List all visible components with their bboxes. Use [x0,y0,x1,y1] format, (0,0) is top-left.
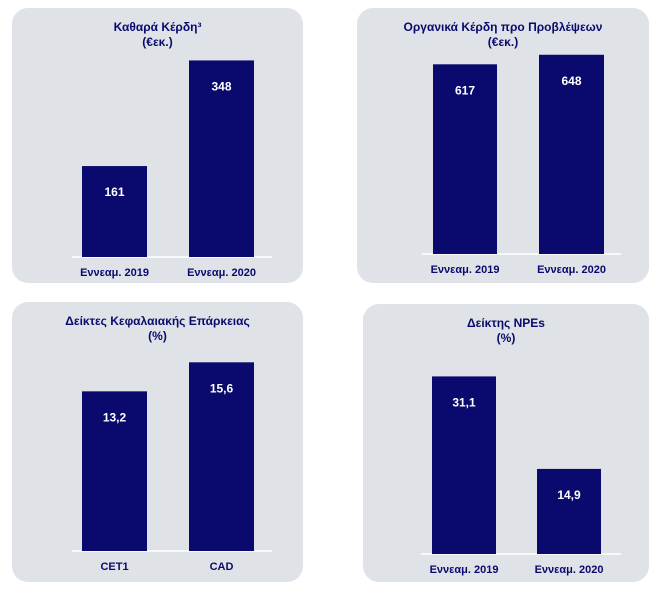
bar-value-label: 161 [104,185,124,199]
bar-value-label: 14,9 [557,488,581,502]
bar-value-label: 617 [455,83,475,97]
bar-value-label: 348 [211,79,231,93]
chart-title-text: Οργανικά Κέρδη προ Προβλέψεων [403,20,603,34]
chart-panel-capital-adequacy: Δείκτες Κεφαλαιακής Επάρκειας (%) 13,2 CE… [12,302,303,582]
chart-panel-net-profit: Καθαρά Κέρδη³ (€εκ.) 161 Εννεαμ. 2019 348 Ε… [12,8,303,283]
bar [189,362,254,551]
bar [82,166,147,257]
chart-subtitle-text: (€εκ.) [487,35,519,49]
category-tick-label: Εννεαμ. 2020 [187,267,256,279]
chart-subtitle-text: (€εκ.) [142,35,173,49]
category-tick-label: CAD [210,561,234,573]
bar [539,54,604,255]
category-tick-label: Εννεαμ. 2020 [537,264,606,276]
bar-value-label: 31,1 [452,395,476,409]
chart-title: Δείκτες Κεφαλαιακής Επάρκειας (%) [12,314,303,344]
bar [433,64,497,254]
bar-value-label: 648 [561,74,581,88]
bar-value-label: 13,2 [103,410,127,424]
chart-title-text: Δείκτες Κεφαλαιακής Επάρκειας [65,314,250,328]
bar-chart: 617 Εννεαμ. 2019 648 Εννεαμ. 2020 [422,54,621,276]
category-tick-label: Εννεαμ. 2020 [535,564,604,576]
chart-title: Καθαρά Κέρδη³ (€εκ.) [12,20,303,50]
chart-subtitle-text: (%) [148,329,167,343]
bar [537,468,601,554]
category-tick-label: Εννεαμ. 2019 [431,264,500,276]
chart-panel-npe-ratio: Δείκτης NPEs (%) 31,1 Εννεαμ. 2019 14,9 Ενν… [363,304,649,582]
bar-value-label: 15,6 [210,381,234,395]
bar [189,60,254,257]
category-tick-label: Εννεαμ. 2019 [80,267,149,279]
bar [432,376,496,554]
bar-chart: 13,2 CET1 15,6 CAD [72,362,272,573]
chart-subtitle-text: (%) [496,331,516,345]
chart-title: Δείκτης NPEs (%) [363,316,649,346]
chart-panel-organic-profit: Οργανικά Κέρδη προ Προβλέψεων (€εκ.) 617… [357,8,649,283]
category-tick-label: Εννεαμ. 2019 [430,564,499,576]
bar [82,391,147,551]
chart-title-text: Δείκτης NPEs [467,316,545,330]
bar-chart: 161 Εννεαμ. 2019 348 Εννεαμ. 2020 [72,60,272,279]
category-tick-label: CET1 [100,561,128,573]
bar-chart: 31,1 Εννεαμ. 2019 14,9 Εννεαμ. 2020 [421,376,621,576]
chart-title: Οργανικά Κέρδη προ Προβλέψεων (€εκ.) [357,20,649,50]
chart-title-text: Καθαρά Κέρδη³ [113,20,202,34]
